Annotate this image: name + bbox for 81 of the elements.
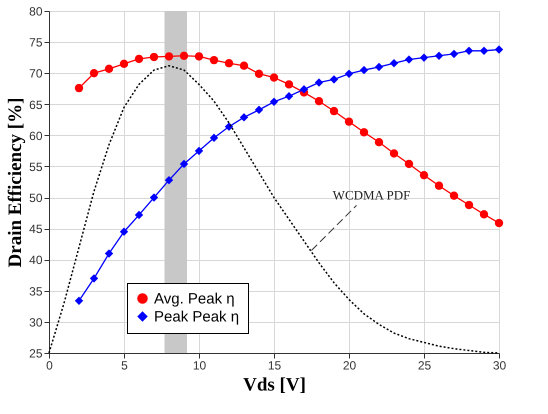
point [120, 60, 128, 68]
point [210, 134, 218, 142]
y-tick-label: 35 [29, 284, 43, 298]
point [284, 92, 294, 100]
point [480, 46, 488, 55]
y-tick-label: 50 [29, 191, 43, 206]
y-tick-label: 25 [29, 346, 43, 360]
point [314, 96, 324, 106]
point [134, 210, 144, 220]
point [464, 200, 474, 210]
y-tick-label: 75 [29, 36, 43, 50]
point [344, 70, 354, 78]
legend-label: Peak Peak η [154, 308, 240, 326]
point [360, 66, 368, 74]
point [480, 210, 488, 219]
x-tick-label: 20 [342, 358, 356, 372]
point [254, 70, 264, 78]
point [224, 59, 234, 68]
point [104, 64, 114, 74]
point [330, 106, 338, 116]
y-tick-label: 60 [29, 128, 43, 143]
point [180, 160, 188, 168]
point [494, 218, 504, 228]
point [330, 75, 338, 84]
point [270, 73, 278, 82]
point [270, 98, 278, 106]
annotation: WCDMA PDF [332, 187, 410, 202]
point [74, 296, 84, 305]
x-tick-label: 15 [268, 358, 282, 372]
y-tick-label: 30 [29, 315, 43, 330]
point [150, 52, 158, 62]
y-tick-label: 80 [29, 4, 43, 18]
point [300, 85, 308, 94]
point [344, 118, 354, 126]
point [420, 170, 428, 180]
point [404, 55, 414, 64]
point [360, 128, 368, 136]
x-axis-title: Vds [V] [243, 374, 306, 396]
point [164, 52, 174, 61]
point [314, 78, 324, 87]
point [464, 46, 474, 55]
point [74, 84, 84, 92]
point [120, 228, 128, 236]
x-tick-label: 25 [418, 358, 432, 372]
y-tick-label: 55 [29, 160, 43, 174]
point [434, 52, 444, 60]
point [284, 80, 294, 89]
point [134, 54, 144, 64]
point [104, 249, 114, 258]
point [404, 160, 414, 168]
point [420, 53, 428, 62]
point [150, 193, 158, 202]
point [90, 69, 98, 78]
x-tick-label: 5 [121, 358, 128, 372]
point [210, 56, 218, 64]
x-tick-label: 0 [46, 358, 54, 372]
x-tick-label: 10 [192, 358, 206, 372]
point [390, 149, 398, 158]
point [434, 182, 444, 190]
y-tick-label: 70 [29, 66, 43, 81]
point [450, 50, 458, 58]
point [224, 122, 234, 131]
point [90, 274, 98, 283]
point [254, 106, 264, 114]
point [240, 113, 248, 122]
point [374, 138, 384, 146]
point [494, 45, 504, 54]
y-axis-title: Drain Efficiency [%] [5, 98, 26, 268]
point [390, 59, 398, 68]
point [194, 52, 204, 61]
point [164, 176, 174, 184]
point [180, 52, 188, 60]
point [194, 146, 204, 156]
point [450, 192, 458, 200]
y-tick-label: 40 [29, 253, 43, 268]
y-tick-label: 65 [29, 98, 43, 112]
point [240, 62, 248, 70]
x-tick-label: 30 [492, 358, 506, 372]
y-tick-label: 45 [29, 222, 43, 236]
legend-label: Avg. Peak η [154, 290, 235, 308]
point [374, 62, 384, 72]
